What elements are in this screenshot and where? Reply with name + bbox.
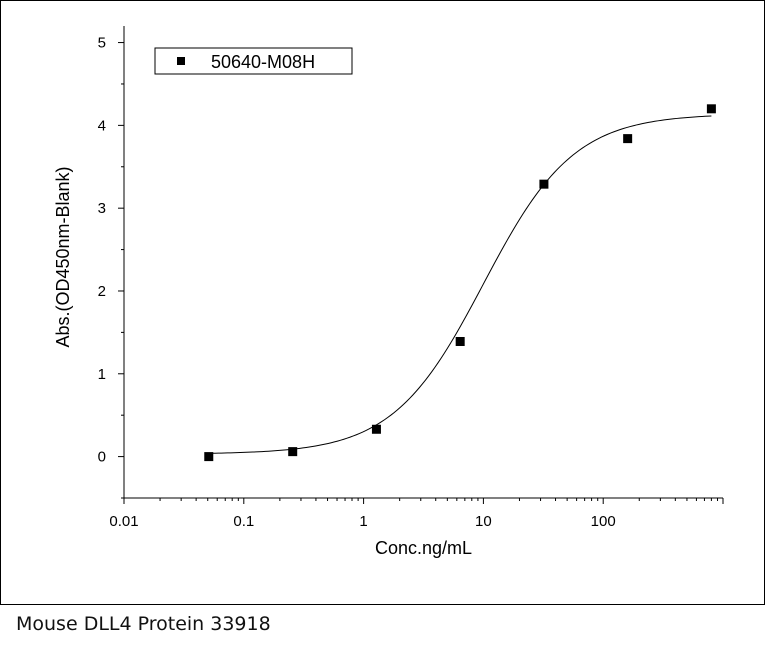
x-tick-label: 0.1 — [233, 513, 254, 530]
y-tick-label: 3 — [98, 200, 106, 217]
x-tick-label: 0.01 — [109, 513, 138, 530]
data-point — [623, 134, 633, 144]
fit-curve — [208, 115, 712, 454]
legend-label: 50640-M08H — [211, 52, 315, 72]
chart-frame: 0 1 2 3 4 5 0.01 0.1 1 10 100 Conc.ng/mL Abs.(OD450n… — [0, 0, 765, 605]
x-tick-label: 1 — [359, 513, 367, 530]
chart-canvas: 0 1 2 3 4 5 0.01 0.1 1 10 100 Conc.ng/mL Abs.(OD450n… — [53, 26, 724, 558]
data-point — [455, 336, 465, 346]
y-tick-label: 2 — [98, 283, 106, 300]
x-axis-title: Conc.ng/mL — [375, 538, 472, 558]
y-tick-label: 0 — [98, 449, 106, 466]
data-point — [371, 424, 381, 434]
data-point — [706, 104, 716, 114]
x-tick-label: 100 — [591, 513, 616, 530]
data-point — [288, 447, 298, 457]
legend-marker — [177, 57, 185, 65]
y-tick-label: 1 — [98, 366, 106, 383]
y-axis-title: Abs.(OD450nm-Blank) — [53, 166, 73, 347]
x-tick-label: 10 — [475, 513, 492, 530]
data-point — [539, 179, 549, 189]
y-tick-label: 5 — [98, 35, 106, 52]
legend-box — [154, 47, 353, 75]
figure-caption: Mouse DLL4 Protein 33918 — [16, 613, 271, 635]
y-tick-label: 4 — [98, 117, 106, 134]
data-point — [204, 452, 214, 462]
